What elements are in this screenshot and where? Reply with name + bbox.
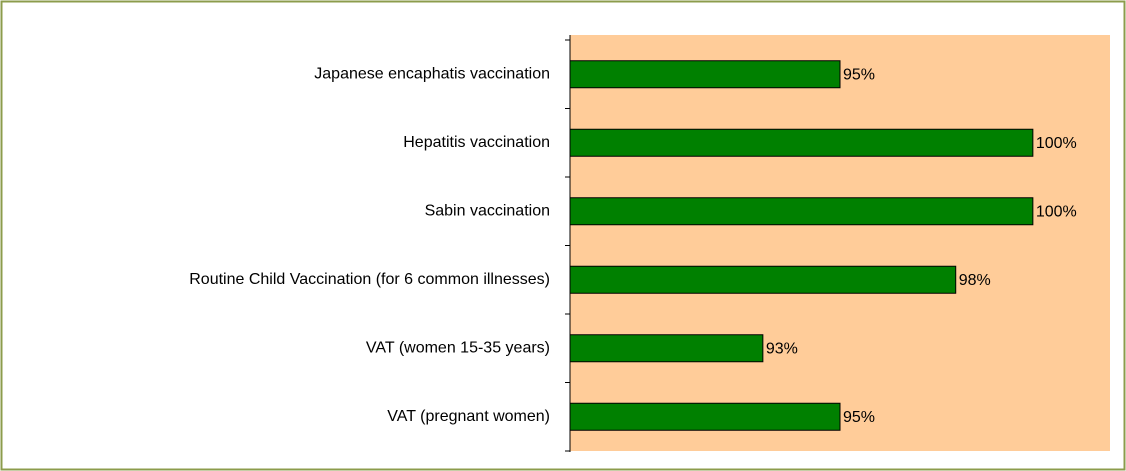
bar	[569, 402, 841, 431]
y-tick-label: VAT (pregnant women)	[387, 408, 550, 425]
y-tick-label: Hepatitis vaccination	[403, 134, 550, 151]
data-label: 95%	[843, 409, 875, 426]
data-label: 100%	[1036, 135, 1077, 152]
bar	[569, 334, 764, 363]
data-label: 93%	[766, 340, 798, 357]
data-label: 95%	[843, 66, 875, 83]
bar	[569, 197, 1034, 226]
data-label: 98%	[959, 272, 991, 289]
bar	[569, 60, 841, 89]
bar	[569, 128, 1034, 157]
y-tick-label: VAT (women 15-35 years)	[366, 339, 550, 356]
data-label: 100%	[1036, 203, 1077, 220]
y-tick-label: Routine Child Vaccination (for 6 common …	[189, 271, 550, 288]
y-tick-label: Japanese encaphatis vaccination	[314, 65, 550, 82]
bar	[569, 265, 957, 294]
y-tick-label: Sabin vaccination	[425, 202, 550, 219]
plot-area	[570, 35, 1110, 451]
